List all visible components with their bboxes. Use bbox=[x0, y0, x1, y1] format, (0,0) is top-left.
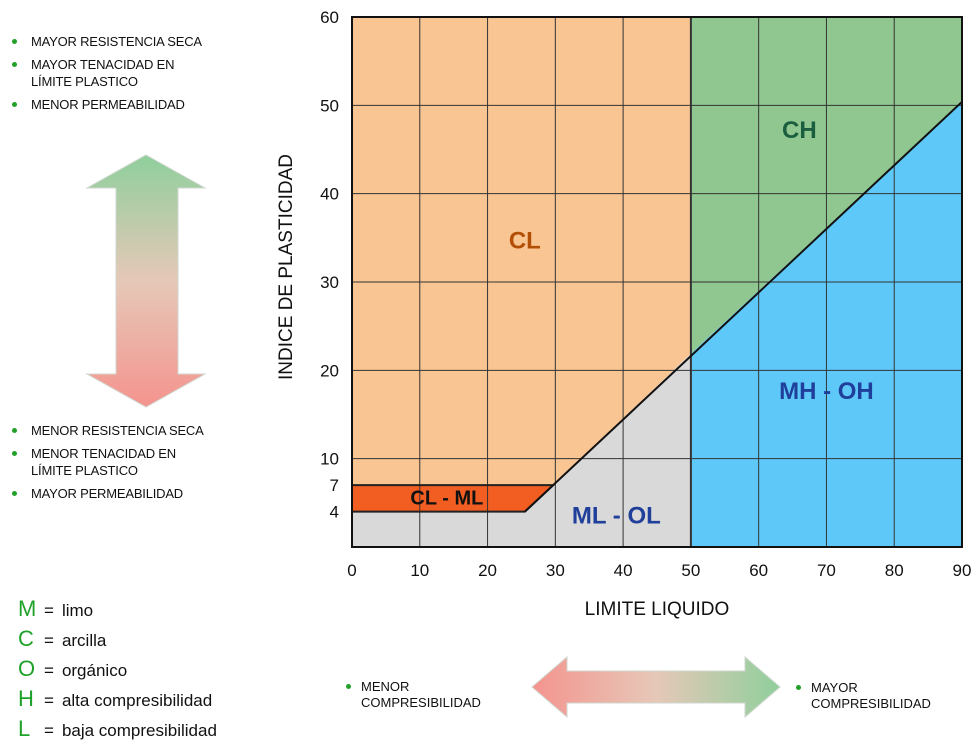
x-tick-label: 10 bbox=[410, 561, 429, 580]
legend-item: H = alta compresibilidad bbox=[18, 686, 217, 716]
bullet-icon bbox=[796, 685, 801, 690]
legend-meaning: limo bbox=[61, 601, 94, 620]
legend-meaning: arcilla bbox=[61, 631, 107, 650]
y-tick-label: 10 bbox=[320, 450, 339, 469]
legend-letter: L bbox=[18, 716, 31, 741]
region-label-ml-ol: ML - OL bbox=[572, 502, 661, 529]
left-panel-top: MAYOR RESISTENCIA SECA MAYOR TENACIDAD E… bbox=[0, 33, 250, 119]
y-tick-label: 20 bbox=[320, 361, 339, 380]
bullet-icon bbox=[12, 62, 17, 67]
bullet-icon bbox=[12, 491, 17, 496]
horizontal-double-arrow-icon bbox=[531, 655, 781, 719]
legend-meaning: baja compresibilidad bbox=[61, 721, 217, 740]
legend-letter: C bbox=[18, 626, 34, 651]
list-item: MAYOR TENACIDAD EN LÍMITE PLASTICO bbox=[0, 56, 250, 90]
legend-item: M = limo bbox=[18, 596, 217, 626]
x-tick-label: 40 bbox=[614, 561, 633, 580]
x-tick-label: 30 bbox=[546, 561, 565, 580]
x-tick-label: 50 bbox=[681, 561, 700, 580]
legend-meaning: orgánico bbox=[61, 661, 128, 680]
bullet-icon bbox=[346, 684, 351, 689]
bullet-icon bbox=[12, 428, 17, 433]
y-tick-label: 30 bbox=[320, 273, 339, 292]
x-axis-label: LIMITE LIQUIDO bbox=[585, 599, 730, 620]
equals-sign: = bbox=[44, 721, 54, 740]
x-tick-label: 20 bbox=[478, 561, 497, 580]
property-text: MENOR TENACIDAD EN LÍMITE PLASTICO bbox=[31, 446, 176, 478]
x-tick-label: 60 bbox=[749, 561, 768, 580]
property-text: MENOR PERMEABILIDAD bbox=[31, 97, 185, 112]
region-label-cl: CL bbox=[509, 228, 541, 255]
left-panel-bottom: MENOR RESISTENCIA SECA MENOR TENACIDAD E… bbox=[0, 422, 260, 508]
legend-letter: H bbox=[18, 686, 34, 711]
legend-letter: O bbox=[18, 656, 36, 681]
legend-meaning: alta compresibilidad bbox=[61, 691, 213, 710]
list-item: MAYOR RESISTENCIA SECA bbox=[0, 33, 250, 50]
list-item: MENOR RESISTENCIA SECA bbox=[0, 422, 260, 439]
vertical-double-arrow-icon bbox=[85, 154, 207, 408]
bullet-icon bbox=[12, 451, 17, 456]
plasticity-chart: CL CH MH - OH ML - OL CL - ML 0 10 20 30 40 50 60 70… bbox=[276, 8, 972, 620]
more-compressibility-text: MAYOR COMPRESIBILIDAD bbox=[811, 680, 931, 711]
legend-letter: M bbox=[18, 596, 37, 621]
legend-item: O = orgánico bbox=[18, 656, 217, 686]
x-tick-label: 90 bbox=[953, 561, 972, 580]
x-tick-label: 70 bbox=[817, 561, 836, 580]
list-item: MENOR TENACIDAD EN LÍMITE PLASTICO bbox=[0, 445, 260, 479]
region-label-mh-oh: MH - OH bbox=[779, 378, 874, 405]
less-compressibility-label: MENOR COMPRESIBILIDAD bbox=[346, 679, 481, 711]
property-text: MAYOR RESISTENCIA SECA bbox=[31, 34, 202, 49]
y-axis-label: INDICE DE PLASTICIDAD bbox=[276, 154, 297, 380]
y-tick-label: 60 bbox=[320, 8, 339, 27]
list-item: MAYOR PERMEABILIDAD bbox=[0, 485, 260, 502]
y-tick-label: 7 bbox=[330, 476, 339, 495]
x-tick-label: 80 bbox=[885, 561, 904, 580]
bullet-icon bbox=[12, 102, 17, 107]
a-line bbox=[524, 101, 963, 513]
region-ml-ol bbox=[352, 353, 691, 547]
equals-sign: = bbox=[44, 601, 54, 620]
region-cl-ml bbox=[352, 485, 554, 512]
equals-sign: = bbox=[44, 691, 54, 710]
list-item: MENOR PERMEABILIDAD bbox=[0, 96, 250, 113]
equals-sign: = bbox=[44, 661, 54, 680]
more-compressibility-label: MAYOR COMPRESIBILIDAD bbox=[796, 680, 931, 712]
property-text: MAYOR PERMEABILIDAD bbox=[31, 486, 183, 501]
y-tick-label: 50 bbox=[320, 96, 339, 115]
bullet-icon bbox=[12, 39, 17, 44]
x-tick-label: 0 bbox=[347, 561, 356, 580]
legend: M = limo C = arcilla O = orgánico H = alta compr… bbox=[18, 596, 217, 746]
region-cl bbox=[352, 17, 691, 486]
region-label-ch: CH bbox=[782, 117, 817, 144]
less-compressibility-text: MENOR COMPRESIBILIDAD bbox=[361, 679, 481, 710]
y-tick-label: 40 bbox=[320, 185, 339, 204]
property-text: MAYOR TENACIDAD EN LÍMITE PLASTICO bbox=[31, 57, 175, 89]
property-text: MENOR RESISTENCIA SECA bbox=[31, 423, 204, 438]
region-label-cl-ml: CL - ML bbox=[410, 488, 483, 510]
plot-frame bbox=[351, 16, 963, 548]
legend-item: L = baja compresibilidad bbox=[18, 716, 217, 746]
legend-item: C = arcilla bbox=[18, 626, 217, 656]
equals-sign: = bbox=[44, 631, 54, 650]
y-tick-label: 4 bbox=[330, 503, 339, 522]
